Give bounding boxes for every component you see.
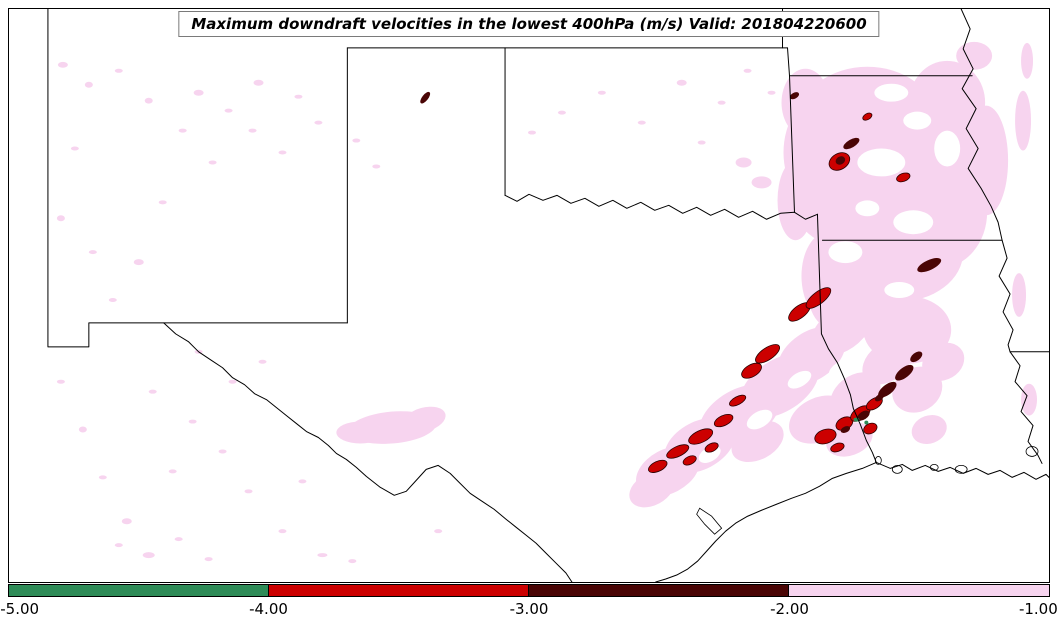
state-borders	[47, 9, 1049, 582]
colorbar-segment-maroon	[528, 584, 789, 597]
colorbar-tick-labels: -5.00 -4.00 -3.00 -2.00 -1.00	[0, 600, 1058, 618]
downdraft-light-layer	[56, 41, 1038, 564]
state-border-oklahoma-arkansas	[788, 75, 795, 213]
colorbar	[8, 584, 1050, 597]
calcasieu-lake	[891, 465, 903, 474]
louisiana-gulf-coast	[875, 461, 1049, 480]
state-border-texas-east	[816, 213, 877, 463]
state-border-new-mexico	[47, 9, 348, 348]
tick-label: -2.00	[770, 600, 809, 618]
colorbar-segment-red	[268, 584, 529, 597]
red-river-border	[504, 193, 818, 220]
colorbar-segment-green	[8, 584, 269, 597]
map-title: Maximum downdraft velocities in the lowe…	[178, 11, 880, 37]
mississippi-river	[960, 9, 1014, 353]
rio-grande-border	[163, 322, 573, 582]
downdraft-red-layer	[648, 112, 911, 473]
tick-label: -5.00	[0, 600, 40, 618]
texas-gulf-coast	[655, 461, 877, 582]
galveston-bay	[696, 507, 723, 535]
tick-label: -4.00	[249, 600, 288, 618]
map-frame: Maximum downdraft velocities in the lowe…	[8, 8, 1050, 583]
colorbar-svg	[8, 584, 1050, 597]
map-svg	[47, 9, 1049, 582]
tick-label: -1.00	[1018, 600, 1058, 618]
downdraft-maroon-layer	[420, 91, 942, 433]
tick-label: -3.00	[509, 600, 549, 618]
delta-lake	[1025, 446, 1039, 457]
mississippi-river-lower	[1009, 351, 1043, 464]
colorbar-segment-pink	[788, 584, 1050, 597]
